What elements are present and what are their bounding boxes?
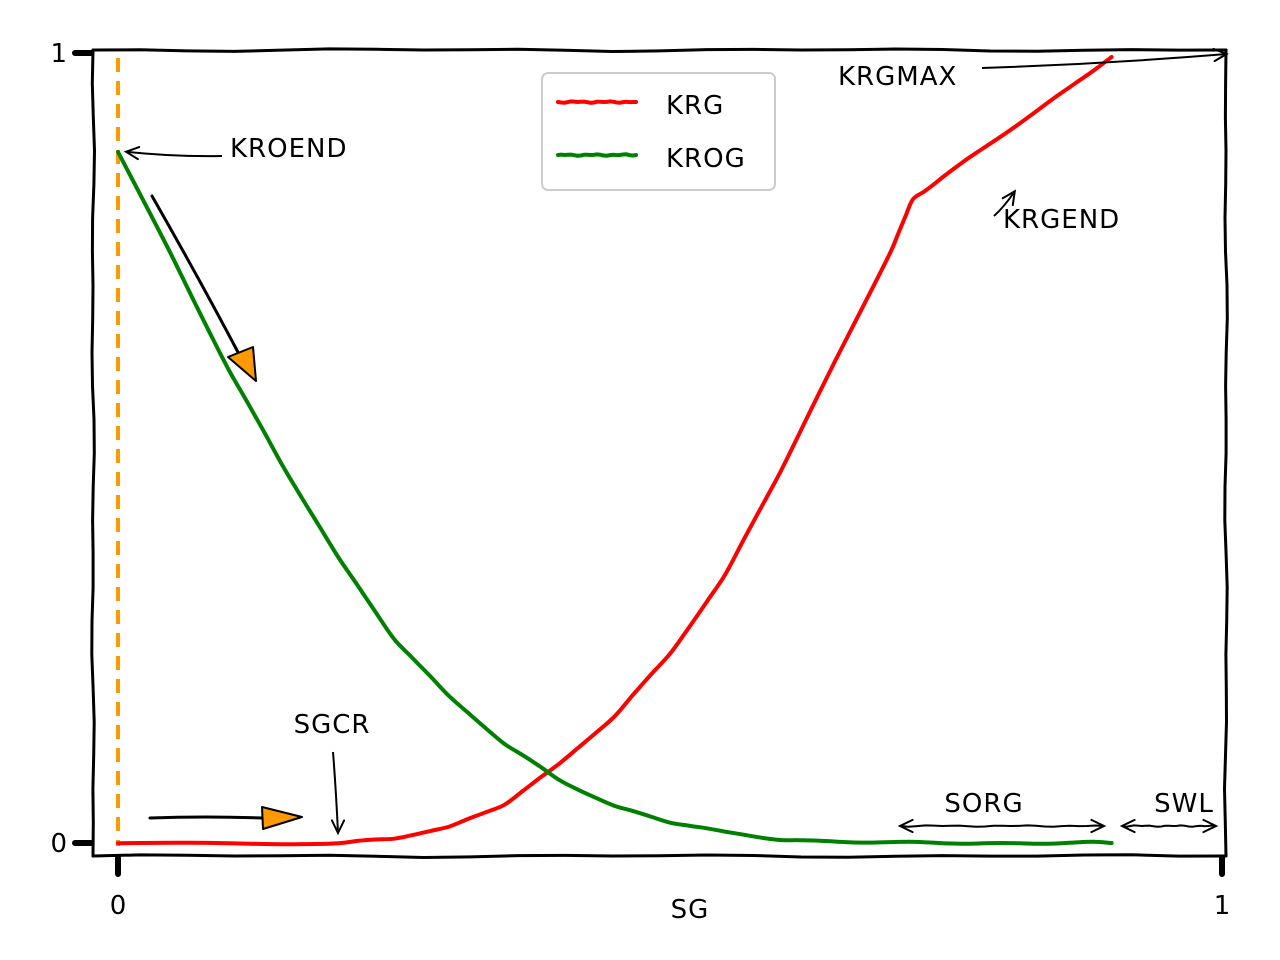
frame-top (91, 47, 1228, 54)
arrow-swl-shaft (1121, 824, 1217, 828)
arrow-sgcr-head (330, 819, 346, 836)
annotation-krgend: KRGEND (1003, 205, 1120, 235)
direction-arrow-right-shaft (148, 815, 264, 820)
arrow-krgend-shaft (993, 190, 1016, 217)
chart-texts: SG KROEND KRGEND KRGMAX SGCR SORG SWL (230, 62, 1214, 925)
annotation-krgmax: KRGMAX (838, 62, 957, 92)
arrow-kroend-shaft (125, 150, 223, 158)
x-tick-label-0: 0 (110, 891, 127, 921)
legend-swatch-krg (556, 99, 638, 105)
arrow-sorg-shaft (899, 824, 1105, 828)
y-tick-label-1: 1 (50, 39, 67, 69)
legend-swatch-krog (556, 152, 638, 158)
legend-label-krg: KRG (666, 91, 724, 121)
arrow-swl-head-right (1202, 818, 1219, 834)
series-lines (116, 55, 1114, 847)
legend-label-krog: KROG (666, 144, 746, 174)
arrow-swl-head-left (1119, 818, 1136, 834)
axis-ticks: 0 1 0 1 (50, 39, 1230, 921)
annotation-arrows (123, 47, 1229, 836)
arrow-krgmax-shaft (981, 53, 1227, 69)
series-line-krog (116, 150, 1114, 846)
plot-frame (90, 47, 1229, 860)
x-axis-label: SG (671, 895, 710, 925)
annotation-swl: SWL (1154, 789, 1214, 819)
annotation-sgcr: SGCR (294, 710, 371, 740)
annotation-kroend: KROEND (230, 134, 347, 164)
annotation-sorg: SORG (944, 789, 1023, 819)
arrow-sgcr-shaft (332, 751, 339, 834)
direction-arrow-right-head (261, 806, 303, 830)
arrow-sorg-head-right (1090, 818, 1107, 834)
frame-bottom (91, 853, 1228, 860)
direction-arrow-down-head (227, 346, 257, 382)
y-tick-label-0: 0 (50, 829, 67, 859)
frame-left (90, 48, 97, 858)
arrow-sorg-head-left (897, 818, 914, 834)
legend: KRG KROG (541, 72, 776, 191)
frame-right (1222, 48, 1229, 858)
series-line-krg (116, 55, 1114, 847)
direction-arrow-down-shaft (150, 194, 242, 358)
arrow-krgend-head (1001, 189, 1017, 207)
arrow-kroend-head (123, 146, 141, 161)
x-tick-label-1: 1 (1214, 891, 1231, 921)
arrow-krgmax-head (1212, 47, 1229, 63)
